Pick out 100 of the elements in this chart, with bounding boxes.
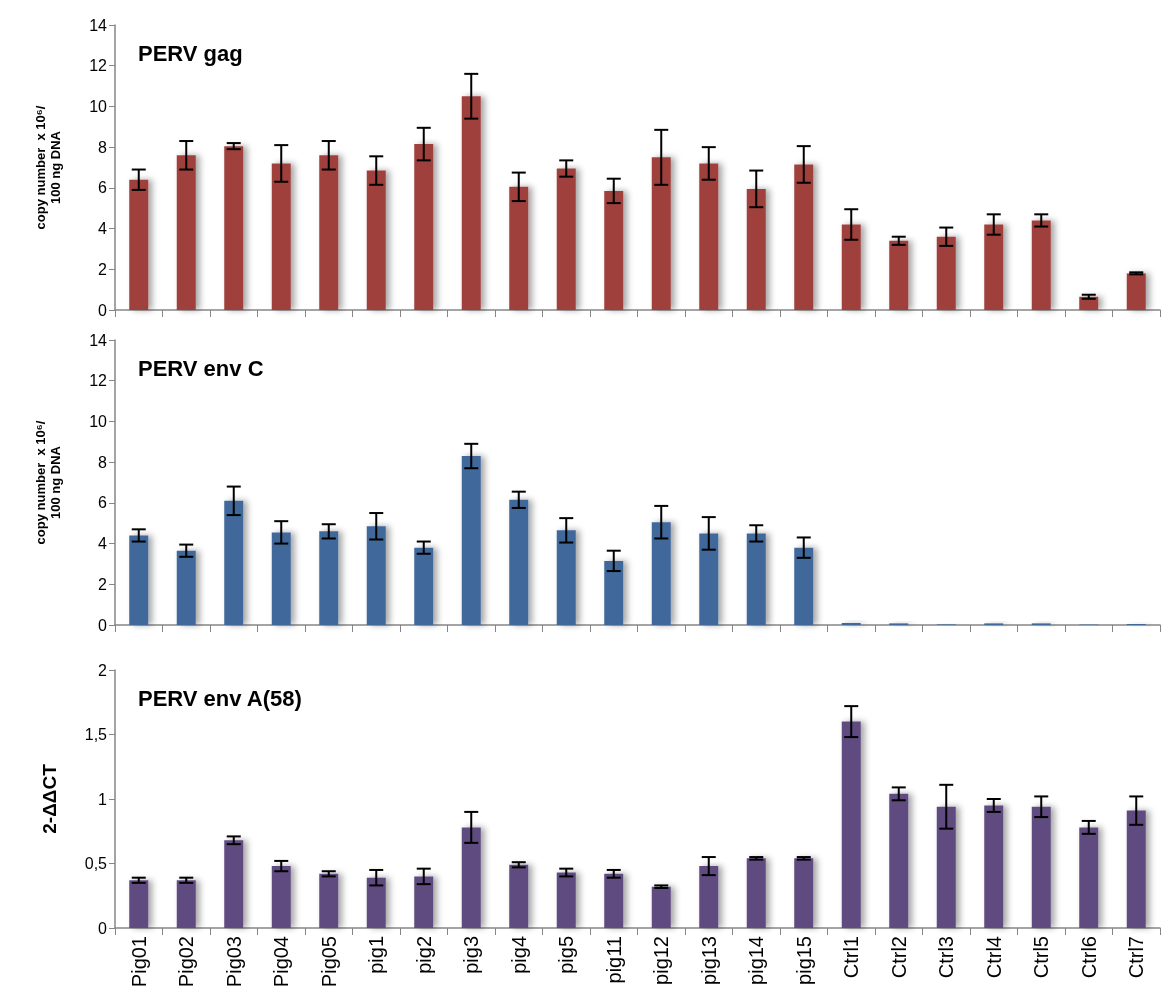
bar — [984, 224, 1004, 310]
x-tick-label: pig1 — [365, 936, 388, 974]
y-tick-label: 2 — [98, 661, 108, 679]
x-tick-label: Pig04 — [270, 936, 293, 988]
y-axis-title: 2-ΔΔCT — [39, 763, 60, 834]
bar — [176, 155, 196, 310]
x-tick-label: Ctrl5 — [1030, 936, 1053, 979]
x-tick-label: Pig05 — [317, 936, 340, 988]
y-tick-label: 0 — [98, 919, 108, 937]
y-tick-label: 10 — [89, 412, 108, 430]
bar — [841, 721, 861, 928]
bar — [889, 793, 909, 928]
bar — [651, 886, 671, 928]
bar — [414, 876, 434, 928]
bar — [319, 155, 339, 310]
x-tick-label: Ctrl4 — [982, 936, 1005, 979]
y-tick-label: 0 — [98, 616, 108, 634]
bar — [271, 163, 291, 310]
bar — [509, 186, 529, 310]
x-tick-label: pig4 — [507, 936, 530, 974]
bar — [1079, 827, 1099, 928]
y-tick-label: 0,5 — [84, 855, 108, 872]
y-tick-label: 6 — [98, 179, 108, 197]
y-tick-label: 2 — [98, 575, 108, 593]
text: PERV gag — [138, 40, 243, 66]
bar — [271, 866, 291, 928]
y-axis-title: copy number x 10⁶/ 100 ng DNA — [33, 105, 63, 230]
bar — [746, 533, 766, 625]
x-tick-label: Ctrl3 — [935, 936, 958, 979]
bar — [461, 456, 481, 625]
bar — [129, 535, 149, 625]
x-tick-label: pig3 — [460, 936, 483, 974]
bar — [604, 190, 624, 310]
bar — [176, 880, 196, 928]
bar — [1031, 220, 1051, 310]
bar — [319, 531, 339, 625]
bar — [699, 866, 719, 928]
bar — [699, 163, 719, 310]
y-tick-label: 12 — [89, 372, 108, 390]
bar — [271, 532, 291, 625]
bar — [319, 873, 339, 928]
x-tick-label: Pig01 — [127, 936, 150, 988]
bar — [224, 500, 244, 625]
bar — [414, 547, 434, 625]
x-tick-label: Ctrl2 — [887, 936, 910, 979]
bar — [509, 499, 529, 625]
x-tick-label: pig13 — [697, 936, 720, 985]
y-tick-label: 12 — [89, 57, 108, 75]
x-tick-label: Ctrl6 — [1077, 936, 1100, 979]
y-axis-title: copy number x 10⁶/ 100 ng DNA — [33, 420, 63, 545]
y-tick-label: 4 — [98, 535, 108, 553]
bar — [984, 805, 1004, 928]
bar — [794, 547, 814, 625]
x-tick-label: Pig03 — [222, 936, 245, 988]
bar — [1031, 806, 1051, 928]
x-tick-label: pig5 — [555, 936, 578, 974]
y-tick-label: 2 — [98, 260, 108, 278]
bar — [794, 164, 814, 310]
bar — [224, 840, 244, 928]
bar — [129, 880, 149, 928]
y-tick-label: 10 — [89, 97, 108, 115]
bar — [366, 526, 386, 625]
x-tick-label: Ctrl1 — [840, 936, 863, 979]
bar — [604, 873, 624, 928]
bar — [556, 168, 576, 310]
bar — [604, 560, 624, 625]
bar — [794, 858, 814, 928]
y-tick-label: 1,5 — [84, 726, 108, 743]
x-tick-label: Pig02 — [175, 936, 198, 988]
bar — [746, 188, 766, 310]
bar — [366, 877, 386, 928]
bar — [841, 224, 861, 310]
y-tick-label: 14 — [89, 331, 108, 349]
bar — [1126, 810, 1146, 928]
x-tick-label: Ctrl7 — [1125, 936, 1148, 979]
bar — [461, 96, 481, 310]
bar — [936, 236, 956, 310]
bar — [509, 864, 529, 928]
bar — [746, 858, 766, 928]
x-tick-label: pig2 — [412, 936, 435, 974]
bar — [651, 157, 671, 310]
bar — [936, 806, 956, 928]
bar — [556, 530, 576, 625]
text: PERV env C — [138, 355, 264, 381]
text: PERV env A(58) — [138, 685, 302, 711]
bar — [889, 240, 909, 310]
bar — [841, 622, 861, 625]
x-tick-label: pig15 — [792, 936, 815, 985]
bar — [1126, 273, 1146, 310]
bar — [556, 872, 576, 928]
x-tick-label: pig11 — [602, 936, 625, 984]
x-tick-label: pig14 — [745, 936, 768, 985]
y-tick-label: 4 — [98, 220, 108, 238]
y-tick-label: 6 — [98, 494, 108, 512]
bar — [366, 170, 386, 310]
bar — [129, 179, 149, 310]
bar — [414, 144, 434, 310]
y-tick-label: 14 — [89, 16, 108, 34]
y-tick-label: 0 — [98, 301, 108, 319]
bar — [461, 827, 481, 928]
